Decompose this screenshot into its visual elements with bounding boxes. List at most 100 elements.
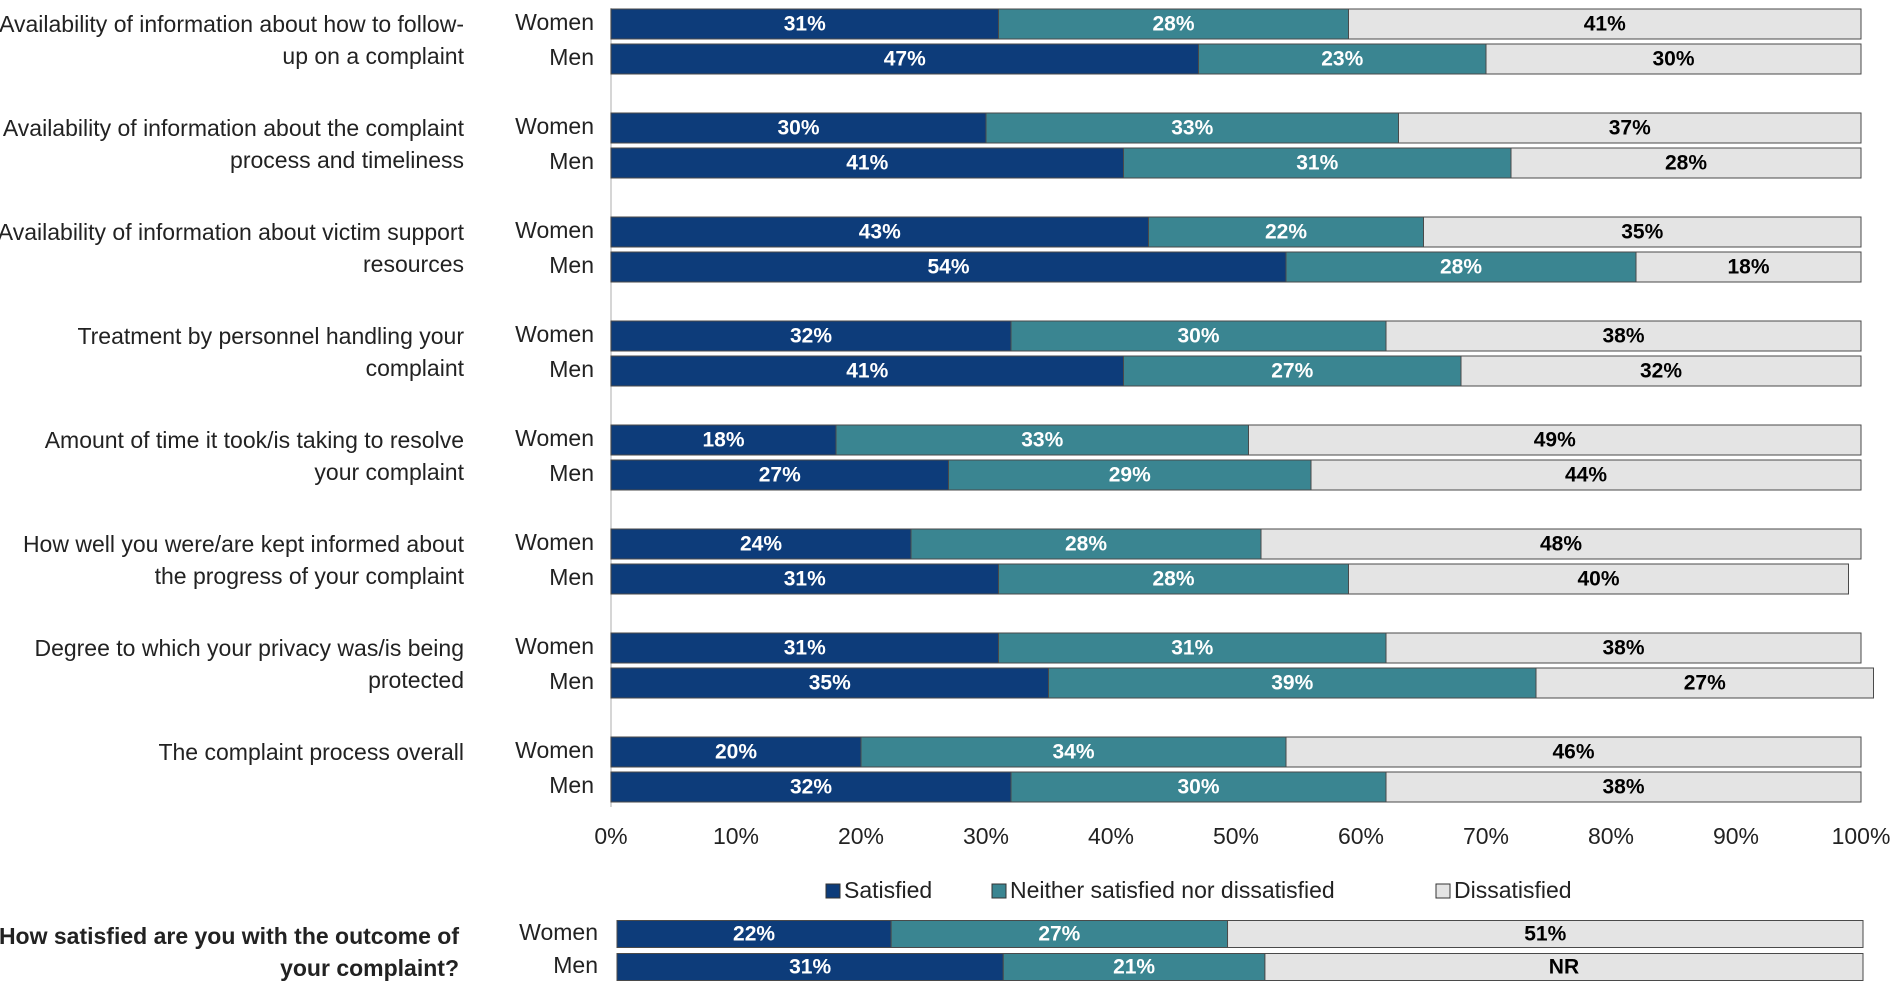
bar-segment <box>1285 251 1637 283</box>
group-label: Men <box>553 952 598 978</box>
group-label: Women <box>515 529 594 555</box>
value-label: 28% <box>1152 13 1194 36</box>
bar-segment <box>998 563 1349 595</box>
value-label: 32% <box>790 776 832 799</box>
x-tick-label: 0% <box>594 823 627 849</box>
bar-segment <box>1264 953 1864 981</box>
group-label: Men <box>549 356 594 382</box>
x-tick-label: 40% <box>1088 823 1134 849</box>
category-label: Availability of information about the co… <box>2 115 464 173</box>
bar-segment <box>1385 320 1862 352</box>
bar-segment <box>610 251 1287 283</box>
bar-segment <box>610 320 1012 352</box>
legend-label: Neither satisfied nor dissatisfied <box>1010 877 1335 903</box>
bar-segment <box>610 667 1049 699</box>
chart-title: How satisfied are you with the outcome o… <box>0 923 459 981</box>
value-label: 30% <box>777 117 819 140</box>
bar-segment <box>1010 320 1387 352</box>
value-label: 48% <box>1540 533 1582 556</box>
value-label: 46% <box>1552 741 1594 764</box>
bar-segment <box>1348 8 1862 40</box>
bar-segment <box>890 920 1229 948</box>
x-tick-label: 80% <box>1588 823 1634 849</box>
bar-segment <box>1198 43 1487 75</box>
group-label: Women <box>515 321 594 347</box>
value-label: 35% <box>1621 221 1663 244</box>
value-label: 24% <box>740 533 782 556</box>
value-label: 33% <box>1021 429 1063 452</box>
value-label: 31% <box>784 568 826 591</box>
category-label: Degree to which your privacy was/is bein… <box>34 635 464 693</box>
value-label: 41% <box>846 152 888 175</box>
value-label: 20% <box>715 741 757 764</box>
value-label: 31% <box>1296 152 1338 175</box>
value-label: 51% <box>1524 923 1566 946</box>
value-label: 34% <box>1052 741 1094 764</box>
bar-segment <box>1048 667 1537 699</box>
value-label: 31% <box>784 637 826 660</box>
legend-swatch <box>825 883 841 899</box>
value-label: 27% <box>1271 360 1313 383</box>
bar-segment <box>1002 953 1266 981</box>
value-label: 30% <box>1177 325 1219 348</box>
x-tick-label: 90% <box>1713 823 1759 849</box>
value-label: 32% <box>1640 360 1682 383</box>
bar-segment <box>1148 216 1424 248</box>
bar-segment <box>1310 459 1862 491</box>
value-label: 31% <box>789 956 831 979</box>
category-label: Availability of information about how to… <box>0 11 464 69</box>
group-label: Women <box>515 217 594 243</box>
bar-segment <box>998 632 1387 664</box>
group-label: Men <box>549 668 594 694</box>
group-label: Men <box>549 564 594 590</box>
bar-segment <box>1285 736 1862 768</box>
bar-segment <box>1385 632 1862 664</box>
category-label: The complaint process overall <box>158 739 464 765</box>
value-label: 22% <box>1265 221 1307 244</box>
value-label: 43% <box>859 221 901 244</box>
value-label: 38% <box>1602 325 1644 348</box>
value-label: 23% <box>1321 48 1363 71</box>
value-label: 31% <box>1171 637 1213 660</box>
value-label: 44% <box>1565 464 1607 487</box>
legend-swatch <box>991 883 1007 899</box>
value-label: 41% <box>846 360 888 383</box>
x-tick-label: 50% <box>1213 823 1259 849</box>
category-label: Amount of time it took/is taking to reso… <box>44 427 464 485</box>
value-label: 49% <box>1534 429 1576 452</box>
group-label: Women <box>515 633 594 659</box>
value-label: 22% <box>733 923 775 946</box>
bar-segment <box>610 355 1124 387</box>
bar-segment <box>610 8 999 40</box>
group-label: Men <box>549 44 594 70</box>
bar-segment <box>1535 667 1874 699</box>
bar-segment <box>610 736 862 768</box>
bar-segment <box>1510 147 1862 179</box>
bar-segment <box>1635 251 1862 283</box>
value-label: 37% <box>1609 117 1651 140</box>
legend-swatch <box>1435 883 1451 899</box>
value-label: 28% <box>1152 568 1194 591</box>
group-label: Women <box>515 113 594 139</box>
x-tick-label: 30% <box>963 823 1009 849</box>
value-label: 35% <box>809 672 851 695</box>
x-tick-label: 100% <box>1832 823 1891 849</box>
group-label: Women <box>515 9 594 35</box>
value-label: 47% <box>884 48 926 71</box>
value-label: 28% <box>1065 533 1107 556</box>
bar-segment <box>1398 112 1862 144</box>
category-label: Availability of information about victim… <box>0 219 464 277</box>
value-label: NR <box>1549 956 1579 979</box>
value-label: 27% <box>1684 672 1726 695</box>
bar-segment <box>1227 920 1864 948</box>
value-label: 28% <box>1665 152 1707 175</box>
value-label: 18% <box>702 429 744 452</box>
value-label: 29% <box>1109 464 1151 487</box>
bar-segment <box>1460 355 1862 387</box>
bar-segment <box>610 459 949 491</box>
bar-segment <box>610 147 1124 179</box>
value-label: 38% <box>1602 637 1644 660</box>
bar-segment <box>1260 528 1862 560</box>
